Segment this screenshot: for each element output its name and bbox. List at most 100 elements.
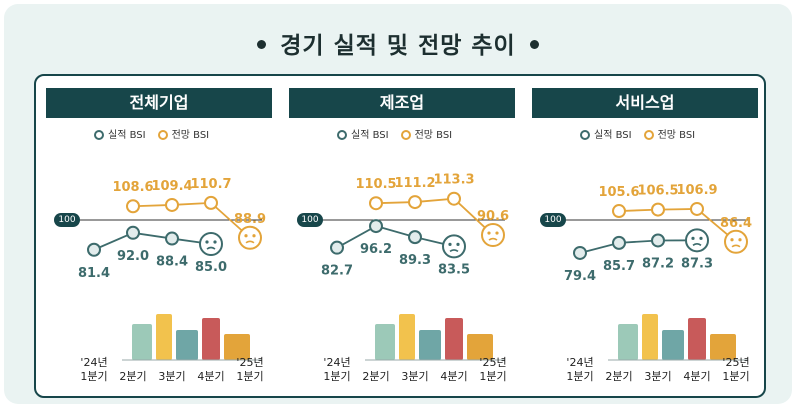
legend-marker-icon [643, 130, 654, 140]
frown-face-icon [238, 225, 262, 250]
legend-manufacturing: 실적 BSI 전망 BSI [337, 126, 464, 141]
x-tick-label: 2분기 [599, 370, 639, 384]
legend-marker-icon [400, 130, 411, 140]
illustration-shape [132, 324, 152, 360]
x-tick-label: 4분기 [191, 370, 231, 384]
x-tick-label: 3분기 [152, 370, 192, 384]
data-label-actual: 82.7 [321, 264, 353, 279]
x-tick-text: 1분기 [323, 370, 351, 383]
data-label-actual: 88.4 [156, 255, 188, 270]
data-point-forecast [126, 199, 140, 214]
illustration-shape [399, 314, 415, 360]
x-tick-label: 3분기 [395, 370, 435, 384]
frown-face-icon [685, 228, 709, 253]
data-label-forecast: 111.2 [394, 176, 435, 191]
series-line-forecast-all [132, 201, 251, 239]
x-tick-text: 2분기 [605, 370, 633, 383]
frown-face-icon [724, 229, 748, 254]
x-tick-text: '25년 [722, 356, 750, 369]
data-point-forecast [204, 195, 218, 210]
panel-title-services: 서비스업 [532, 88, 758, 118]
data-point-actual [87, 242, 101, 257]
x-tick-label: '25년 1분기 [230, 356, 270, 384]
data-point-forecast [447, 191, 461, 206]
x-tick-label: 2분기 [356, 370, 396, 384]
series-line-actual-all [93, 231, 212, 251]
legend-label: 전망 BSI [171, 130, 210, 141]
x-tick-label: '25년 1분기 [473, 356, 513, 384]
x-tick-text: 3분기 [401, 370, 429, 383]
data-label-forecast: 106.9 [676, 183, 717, 198]
data-point-actual [165, 231, 179, 246]
panel-title-manufacturing: 제조업 [289, 88, 515, 118]
x-tick-label: '24년 1분기 [317, 356, 357, 384]
legend-all: 실적 BSI 전망 BSI [94, 126, 221, 141]
illustration-shape [710, 334, 736, 360]
x-tick-text: 1분기 [236, 370, 264, 383]
x-tick-label: '24년 1분기 [560, 356, 600, 384]
infographic-background: 경기 실적 및 전망 추이 81.4 92.0 88.4 85.0 108.6 109.4… [4, 4, 792, 404]
data-label-actual: 81.4 [78, 266, 110, 281]
data-point-actual [330, 240, 344, 255]
legend-label: 전망 BSI [657, 130, 696, 141]
x-tick-text: 4분기 [440, 370, 468, 383]
series-line-actual-services [579, 239, 698, 254]
illustration-shape [618, 324, 638, 360]
x-tick-label: '25년 1분기 [716, 356, 756, 384]
x-tick-text: '24년 [80, 356, 108, 369]
illustration-shape [176, 330, 198, 360]
data-label-actual: 79.4 [564, 269, 596, 284]
data-point-actual [126, 225, 140, 240]
legend-marker-icon [337, 130, 347, 140]
data-point-forecast [165, 197, 179, 212]
data-point-actual [369, 219, 383, 234]
x-tick-text: 4분기 [683, 370, 711, 383]
data-label-forecast: 90.6 [477, 209, 509, 224]
x-tick-label: 3분기 [638, 370, 678, 384]
data-point-forecast [369, 196, 383, 211]
baseline-label-services: 100 [540, 213, 566, 227]
x-tick-text: '25년 [479, 356, 507, 369]
series-line-actual-manufacturing [336, 225, 455, 249]
legend-label: 실적 BSI [594, 130, 632, 141]
x-tick-text: 1분기 [80, 370, 108, 383]
data-label-actual: 96.2 [360, 242, 392, 257]
data-point-forecast [651, 202, 665, 217]
illustration-shape [375, 324, 395, 360]
data-point-actual [651, 233, 665, 248]
x-tick-text: '25년 [236, 356, 264, 369]
x-tick-text: '24년 [323, 356, 351, 369]
data-label-forecast: 113.3 [433, 173, 474, 188]
illustration-shape [662, 330, 684, 360]
data-label-actual: 92.0 [117, 249, 149, 264]
data-label-forecast: 109.4 [151, 179, 192, 194]
illustration-shape [445, 318, 463, 360]
data-label-forecast: 105.6 [598, 185, 639, 200]
illustration-shape [419, 330, 441, 360]
data-point-forecast [408, 195, 422, 210]
x-tick-label: 2분기 [113, 370, 153, 384]
legend-item-actual: 실적 BSI [580, 126, 632, 141]
illustration-shape [202, 318, 220, 360]
legend-marker-icon [580, 130, 590, 140]
x-tick-label: '24년 1분기 [74, 356, 114, 384]
illustration-shape [688, 318, 706, 360]
x-tick-text: 4분기 [197, 370, 225, 383]
series-line-forecast-manufacturing [375, 197, 494, 236]
x-tick-label: 4분기 [434, 370, 474, 384]
data-label-actual: 89.3 [399, 253, 431, 268]
data-label-actual: 85.7 [603, 259, 635, 274]
frown-face-icon [199, 232, 223, 256]
legend-item-forecast: 전망 BSI [157, 126, 210, 141]
data-point-forecast [612, 204, 626, 219]
illustration-shape [642, 314, 658, 360]
legend-item-forecast: 전망 BSI [643, 126, 696, 141]
baseline-label-all: 100 [54, 213, 80, 227]
x-tick-text: 3분기 [158, 370, 186, 383]
legend-label: 실적 BSI [108, 130, 146, 141]
bullet-icon [257, 40, 267, 49]
data-label-forecast: 106.5 [637, 184, 678, 199]
legend-services: 실적 BSI 전망 BSI [580, 126, 707, 141]
title-text: 경기 실적 및 전망 추이 [280, 33, 516, 59]
